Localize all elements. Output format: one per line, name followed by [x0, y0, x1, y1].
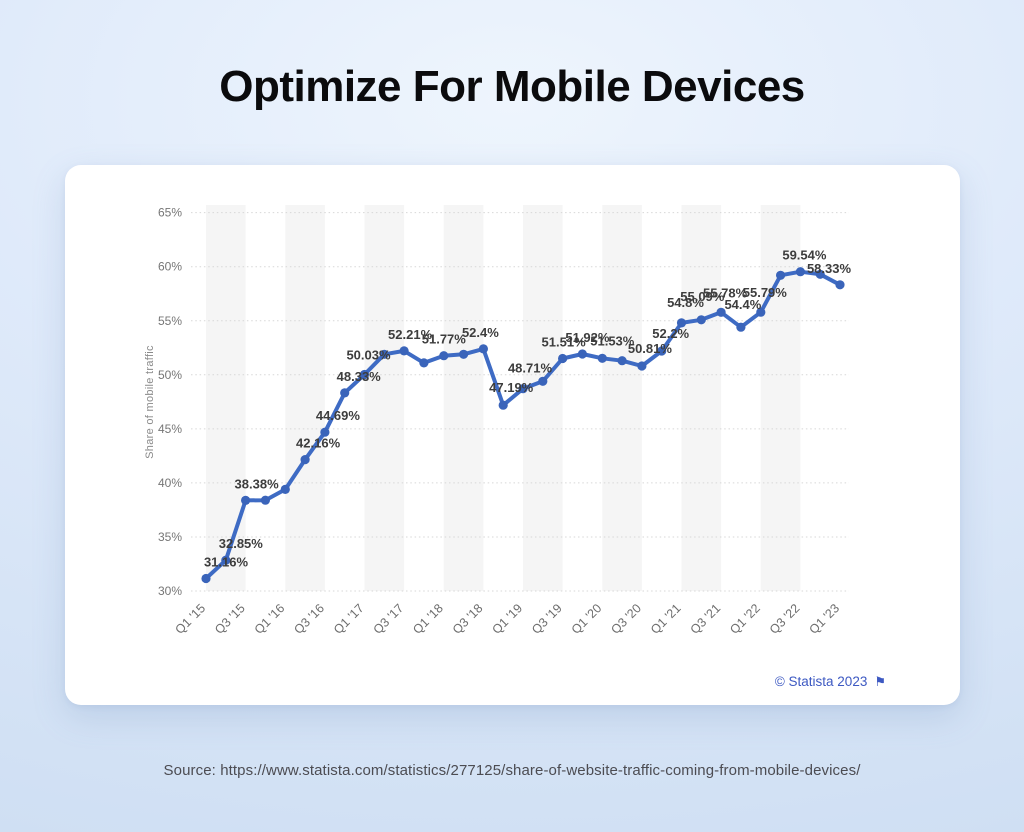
page-title: Optimize For Mobile Devices [219, 62, 805, 111]
x-tick-label: Q1 '16 [252, 601, 288, 637]
chart-card: 30% 35% 40% 45% 50% 55% 60% 65% Share of mobile … [65, 165, 960, 705]
y-tick-label: 60% [158, 260, 182, 274]
x-tick-label: Q1 '22 [727, 601, 763, 637]
data-point-marker [241, 495, 251, 505]
data-point-label: 52.21% [388, 327, 433, 342]
y-tick-label: 50% [158, 368, 182, 382]
data-point-marker [538, 376, 548, 386]
data-point-marker [340, 388, 350, 398]
data-point-label: 31.16% [204, 555, 249, 570]
data-point-label: 54.8% [667, 295, 704, 310]
data-point-label: 59.54% [782, 248, 827, 263]
band-stripe [602, 205, 642, 591]
data-point-marker [756, 307, 766, 317]
data-point-marker [280, 484, 290, 494]
data-point-marker [558, 353, 568, 364]
data-point-label: 54.4% [724, 297, 761, 312]
data-point-label: 48.33% [337, 369, 382, 384]
x-tick-label: Q3 '21 [688, 601, 724, 637]
statista-attribution[interactable]: © Statista 2023 ⚑ [775, 674, 886, 689]
y-tick-label: 40% [158, 476, 182, 490]
data-point-marker [795, 267, 806, 277]
mobile-traffic-line-chart: 30% 35% 40% 45% 50% 55% 60% 65% Share of mobile … [144, 205, 852, 637]
x-tick-label: Q1 '21 [648, 601, 684, 637]
x-tick-label: Q1 '20 [569, 601, 605, 637]
x-tick-label: Q3 '18 [450, 601, 486, 637]
data-point-marker [459, 349, 469, 359]
band-stripe [760, 205, 801, 591]
data-point-label: 50.81% [628, 341, 673, 356]
data-point-marker [597, 353, 607, 363]
data-point-marker [320, 427, 330, 437]
data-point-label: 51.53% [590, 333, 635, 348]
data-point-marker [776, 270, 786, 280]
band-stripe [206, 205, 246, 591]
x-tick-label: Q1 '18 [410, 601, 446, 637]
data-point-label: 32.85% [219, 536, 264, 551]
y-axis-title: Share of mobile traffic [144, 345, 156, 459]
data-point-marker [518, 384, 528, 394]
data-point-label: 51.51% [542, 335, 587, 350]
data-point-label: 52.4% [462, 325, 499, 340]
y-tick-label: 65% [158, 206, 182, 220]
x-tick-label: Q1 '19 [489, 601, 525, 637]
x-tick-label: Q1 '17 [331, 601, 367, 637]
data-point-marker [835, 280, 845, 290]
data-point-marker [419, 358, 429, 368]
x-tick-label: Q1 '23 [806, 601, 842, 637]
data-point-marker [300, 455, 310, 465]
data-point-marker [637, 361, 647, 371]
data-point-label: 52.2% [652, 326, 689, 341]
data-point-marker [657, 346, 667, 356]
data-point-label: 42.16% [296, 436, 341, 451]
data-point-label: 55.09% [680, 289, 725, 304]
data-point-label: 55.78% [703, 285, 748, 300]
x-tick-label: Q3 '20 [608, 601, 644, 637]
data-point-marker [221, 555, 231, 565]
statista-flag-icon: ⚑ [874, 674, 886, 689]
data-point-label: 48.71% [508, 361, 553, 376]
data-point-marker [498, 400, 508, 410]
x-tick-label: Q1 '15 [172, 601, 208, 637]
x-tick-label: Q3 '15 [212, 601, 248, 637]
data-point-label: 50.03% [346, 348, 391, 363]
band-stripe [681, 205, 722, 591]
data-point-marker [696, 315, 706, 325]
data-point-label: 51.77% [422, 332, 467, 347]
data-point-marker [716, 307, 726, 317]
data-point-marker [617, 356, 627, 366]
data-point-label: 47.19% [489, 380, 534, 395]
x-tick-label: Q3 '22 [767, 601, 803, 637]
source-citation: Source: https://www.statista.com/statist… [163, 762, 861, 779]
band-stripe [443, 205, 484, 591]
x-tick-label: Q3 '17 [371, 601, 407, 637]
y-tick-label: 30% [158, 584, 182, 598]
band-stripe [285, 205, 325, 591]
data-point-label: 51.92% [565, 330, 610, 345]
data-point-label: 44.69% [316, 408, 361, 423]
data-point-marker [379, 349, 389, 359]
x-tick-label: Q3 '16 [291, 601, 327, 637]
band-stripe [364, 205, 405, 591]
data-point-marker [676, 318, 687, 328]
data-point-marker [399, 346, 409, 356]
data-point-marker [736, 322, 746, 332]
data-point-marker [260, 495, 270, 505]
data-point-marker [359, 369, 370, 380]
y-tick-label: 45% [158, 422, 182, 436]
statista-attribution-text[interactable]: © Statista 2023 [774, 674, 868, 689]
data-point-marker [815, 269, 825, 279]
y-tick-label: 35% [158, 530, 182, 544]
y-tick-label: 55% [158, 314, 182, 328]
data-point-label: 55.79% [743, 285, 788, 300]
x-tick-label: Q3 '19 [529, 601, 565, 637]
data-point-marker [439, 351, 449, 361]
data-point-marker [201, 573, 211, 584]
band-stripe [523, 205, 563, 591]
data-point-marker [478, 344, 488, 354]
data-point-label: 38.38% [235, 476, 280, 491]
data-point-marker [577, 349, 588, 359]
data-point-label: 58.33% [807, 261, 852, 276]
